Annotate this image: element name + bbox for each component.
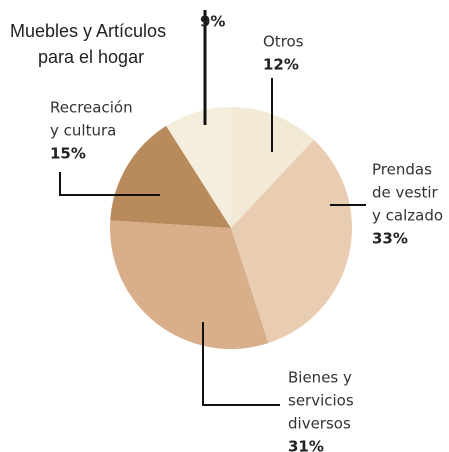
- slice-label: Otros: [263, 33, 304, 51]
- slice-label: y cultura: [50, 122, 116, 140]
- value-label: 15%: [50, 145, 86, 163]
- pie-slice: [166, 107, 231, 228]
- slice-label: Muebles y Artículos: [10, 21, 166, 41]
- pie-slice: [231, 139, 352, 344]
- slice-label: de vestir: [372, 184, 438, 202]
- slice-label: Prendas: [372, 161, 432, 179]
- pie-slice: [231, 107, 314, 228]
- slice-label: y calzado: [372, 207, 443, 225]
- leader-line: [59, 172, 160, 196]
- slice-label: Recreación: [50, 99, 133, 117]
- slice-label: diversos: [288, 415, 351, 433]
- value-label: 12%: [263, 56, 299, 74]
- pie-slice: [110, 220, 269, 349]
- pie-slice: [110, 125, 231, 228]
- leader-line: [202, 322, 280, 406]
- slice-label: servicios: [288, 392, 354, 410]
- slice-label: Bienes y: [288, 369, 352, 387]
- value-label: 33%: [372, 230, 408, 248]
- value-label: 31%: [288, 438, 324, 452]
- slice-label: para el hogar: [38, 47, 144, 67]
- value-label: 9%: [200, 13, 225, 31]
